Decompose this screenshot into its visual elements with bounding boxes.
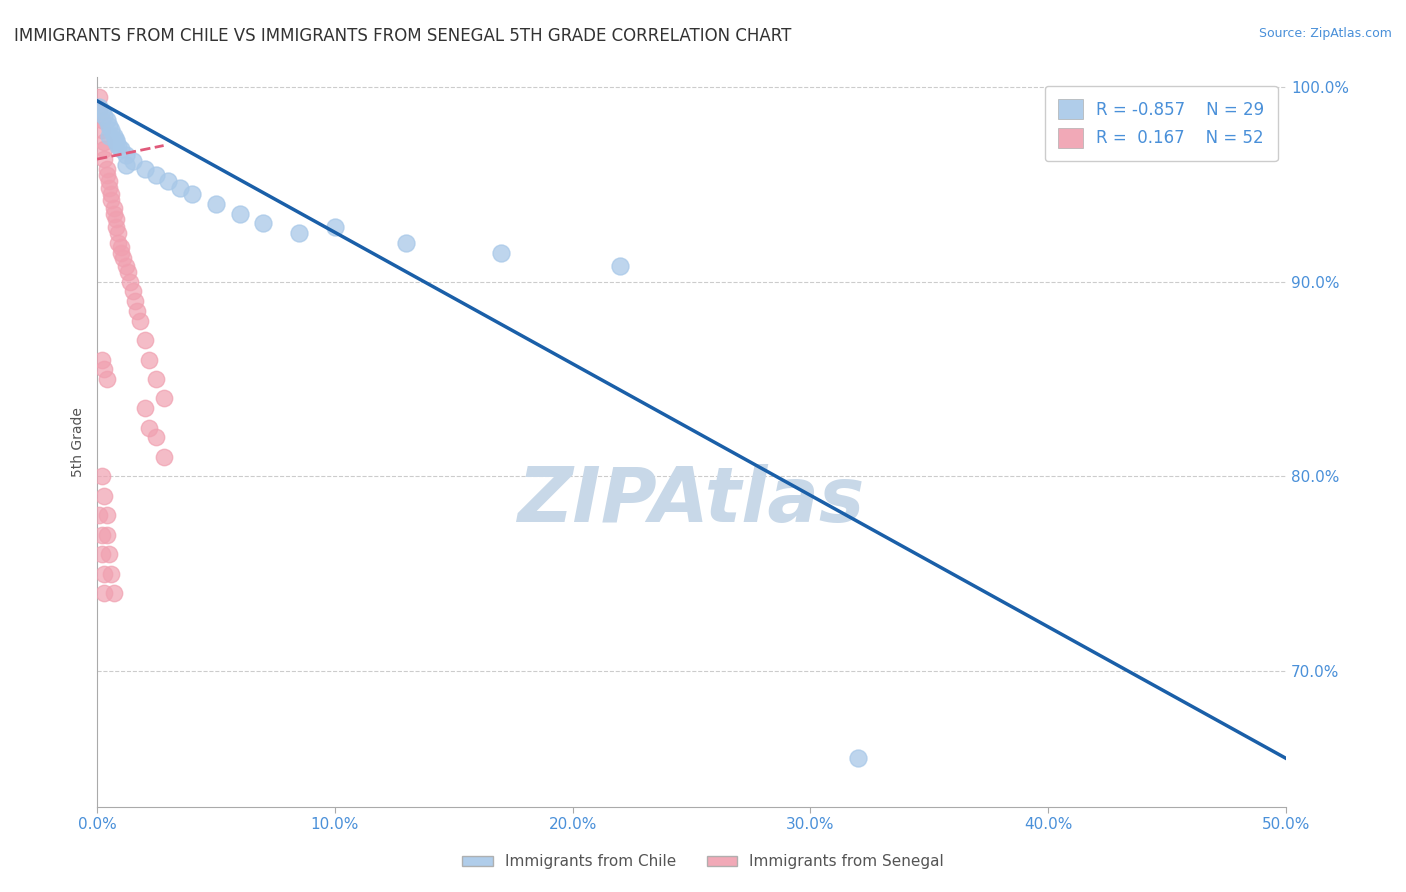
Point	[96, 372, 118, 386]
Point	[100, 187, 122, 202]
Point	[157, 173, 180, 187]
Y-axis label: 5th Grade: 5th Grade	[72, 408, 86, 477]
Text: IMMIGRANTS FROM CHILE VS IMMIGRANTS FROM SENEGAL 5TH GRADE CORRELATION CHART: IMMIGRANTS FROM CHILE VS IMMIGRANTS FROM…	[14, 27, 792, 45]
Point	[93, 362, 115, 376]
Point	[103, 201, 125, 215]
Point	[107, 235, 129, 250]
Point	[97, 547, 120, 561]
Point	[395, 235, 418, 250]
Point	[609, 259, 631, 273]
Point	[105, 135, 128, 149]
Point	[89, 100, 111, 114]
Point	[107, 138, 129, 153]
Point	[93, 109, 115, 123]
Point	[117, 265, 139, 279]
Point	[107, 226, 129, 240]
Point	[152, 392, 174, 406]
Point	[105, 133, 128, 147]
Point	[181, 187, 204, 202]
Point	[90, 527, 112, 541]
Point	[252, 216, 274, 230]
Point	[96, 113, 118, 128]
Text: Source: ZipAtlas.com: Source: ZipAtlas.com	[1258, 27, 1392, 40]
Point	[152, 450, 174, 464]
Point	[103, 128, 125, 143]
Point	[89, 508, 111, 523]
Point	[90, 123, 112, 137]
Point	[89, 103, 111, 118]
Point	[205, 197, 228, 211]
Point	[90, 547, 112, 561]
Point	[288, 226, 311, 240]
Point	[846, 751, 869, 765]
Point	[105, 212, 128, 227]
Point	[96, 527, 118, 541]
Point	[100, 193, 122, 207]
Point	[228, 206, 250, 220]
Point	[138, 420, 160, 434]
Point	[121, 285, 143, 299]
Point	[103, 206, 125, 220]
Point	[93, 143, 115, 157]
Point	[96, 508, 118, 523]
Point	[90, 103, 112, 118]
Point	[93, 566, 115, 581]
Point	[134, 401, 156, 416]
Point	[169, 181, 191, 195]
Point	[96, 161, 118, 176]
Point	[491, 245, 513, 260]
Point	[145, 430, 167, 444]
Point	[110, 143, 132, 157]
Legend: Immigrants from Chile, Immigrants from Senegal: Immigrants from Chile, Immigrants from S…	[456, 848, 950, 875]
Point	[93, 135, 115, 149]
Point	[97, 128, 120, 143]
Point	[103, 586, 125, 600]
Point	[110, 240, 132, 254]
Point	[128, 313, 150, 327]
Point	[97, 119, 120, 133]
Point	[90, 352, 112, 367]
Point	[124, 294, 146, 309]
Point	[134, 333, 156, 347]
Point	[93, 152, 115, 166]
Point	[127, 304, 149, 318]
Point	[121, 154, 143, 169]
Point	[145, 372, 167, 386]
Point	[138, 352, 160, 367]
Legend: R = -0.857    N = 29, R =  0.167    N = 52: R = -0.857 N = 29, R = 0.167 N = 52	[1045, 86, 1278, 161]
Point	[89, 90, 111, 104]
Point	[100, 566, 122, 581]
Point	[105, 220, 128, 235]
Point	[120, 275, 142, 289]
Point	[114, 148, 136, 162]
Point	[93, 586, 115, 600]
Point	[114, 158, 136, 172]
Point	[114, 259, 136, 273]
Point	[145, 168, 167, 182]
Point	[100, 123, 122, 137]
Point	[97, 173, 120, 187]
Point	[96, 168, 118, 182]
Point	[90, 113, 112, 128]
Point	[110, 245, 132, 260]
Point	[97, 181, 120, 195]
Point	[134, 161, 156, 176]
Point	[93, 489, 115, 503]
Point	[112, 252, 135, 266]
Text: ZIPAtlas: ZIPAtlas	[517, 464, 865, 538]
Point	[323, 220, 346, 235]
Point	[90, 469, 112, 483]
